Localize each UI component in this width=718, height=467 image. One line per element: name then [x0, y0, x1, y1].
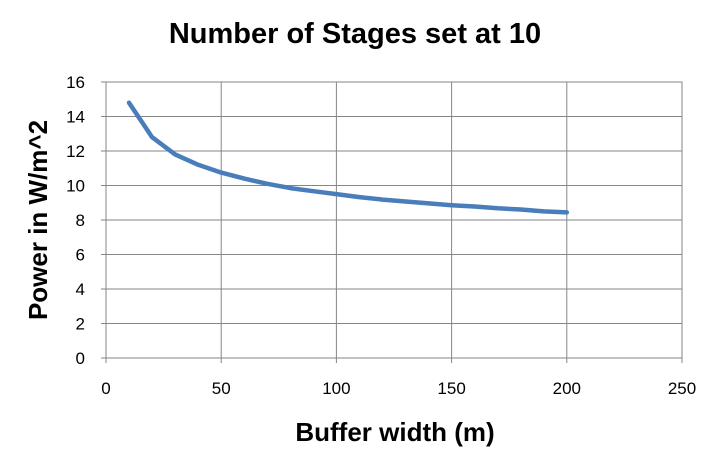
y-axis-title: Power in W/m^2 [23, 120, 53, 320]
chart-title: Number of Stages set at 10 [169, 18, 541, 50]
y-tick-label: 16 [66, 73, 85, 92]
y-tick-label: 6 [76, 246, 85, 265]
x-tick-label: 100 [322, 379, 350, 398]
x-tick-label: 50 [212, 379, 231, 398]
series-line-0 [126, 100, 570, 215]
y-tick-label: 0 [76, 349, 85, 368]
y-axis-tick-labels: 0 2 4 6 8 10 12 14 16 [66, 73, 85, 368]
x-tick-label: 0 [101, 379, 110, 398]
y-tick-label: 2 [76, 315, 85, 334]
y-tick-label: 14 [66, 108, 85, 127]
series-layer [126, 100, 570, 215]
x-tick-label: 150 [437, 379, 465, 398]
y-tick-label: 4 [76, 280, 85, 299]
y-tick-label: 8 [76, 211, 85, 230]
x-axis-title: Buffer width (m) [295, 417, 494, 447]
y-tick-label: 10 [66, 177, 85, 196]
axes [101, 81, 683, 363]
x-tick-label: 200 [553, 379, 581, 398]
x-tick-label: 250 [668, 379, 696, 398]
x-axis-tick-labels: 0 50 100 150 200 250 [101, 379, 696, 398]
y-tick-label: 12 [66, 142, 85, 161]
